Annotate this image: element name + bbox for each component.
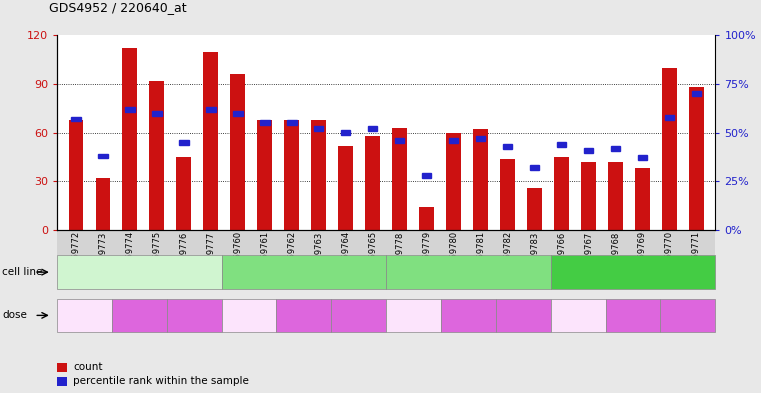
Text: LNCAP: LNCAP [121, 267, 158, 277]
Bar [476, 136, 486, 141]
Bar [339, 145, 353, 230]
Bar [503, 144, 512, 149]
Bar [665, 115, 674, 119]
Bar [98, 154, 107, 158]
Bar [635, 168, 650, 230]
Bar [662, 68, 677, 230]
Bar [527, 188, 542, 230]
Text: 0.5 uM: 0.5 uM [288, 310, 320, 320]
Text: 10 uM: 10 uM [508, 310, 539, 320]
Bar [68, 119, 84, 230]
Bar [530, 165, 540, 170]
Bar [72, 117, 81, 121]
Bar [341, 130, 351, 135]
Text: PC3: PC3 [457, 267, 479, 277]
Text: cell line: cell line [2, 267, 43, 277]
Bar [608, 162, 623, 230]
Text: control: control [232, 310, 266, 320]
Bar [692, 91, 701, 96]
Bar [231, 74, 245, 230]
Bar [368, 126, 377, 131]
Bar [422, 173, 431, 178]
Bar [287, 121, 297, 125]
Text: GDS4952 / 220640_at: GDS4952 / 220640_at [49, 1, 187, 14]
Bar [285, 119, 299, 230]
Bar [611, 146, 620, 151]
Bar [419, 207, 434, 230]
Bar [584, 148, 594, 152]
Bar [638, 156, 647, 160]
Bar [179, 140, 189, 145]
Text: control: control [68, 310, 101, 320]
Text: 0.5 uM: 0.5 uM [616, 310, 650, 320]
Text: percentile rank within the sample: percentile rank within the sample [73, 376, 249, 386]
Bar [500, 158, 515, 230]
Bar [203, 51, 218, 230]
Text: control: control [396, 310, 431, 320]
Bar [689, 87, 704, 230]
Bar [557, 142, 566, 147]
Bar [233, 111, 243, 116]
Bar [96, 178, 110, 230]
Bar [446, 132, 461, 230]
Bar [365, 136, 380, 230]
Bar [449, 138, 458, 143]
Bar [473, 129, 488, 230]
Bar [206, 107, 215, 112]
Bar [392, 128, 407, 230]
Bar [395, 138, 404, 143]
Bar [126, 107, 135, 112]
Bar [311, 119, 326, 230]
Text: VCAP: VCAP [618, 267, 648, 277]
Bar [177, 157, 191, 230]
Bar [554, 157, 569, 230]
Text: 10 uM: 10 uM [673, 310, 703, 320]
Bar [581, 162, 596, 230]
Bar [152, 111, 161, 116]
Text: 0.5 uM: 0.5 uM [452, 310, 485, 320]
Bar [123, 48, 137, 230]
Text: count: count [73, 362, 103, 373]
Text: control: control [562, 310, 595, 320]
Text: NCIH660: NCIH660 [279, 267, 328, 277]
Bar [314, 126, 323, 131]
Bar [260, 121, 269, 125]
Bar [149, 81, 164, 230]
Text: dose: dose [2, 310, 27, 320]
Bar [257, 119, 272, 230]
Text: 10 uM: 10 uM [344, 310, 374, 320]
Text: 10 uM: 10 uM [179, 310, 209, 320]
Text: 0.5 uM: 0.5 uM [123, 310, 156, 320]
